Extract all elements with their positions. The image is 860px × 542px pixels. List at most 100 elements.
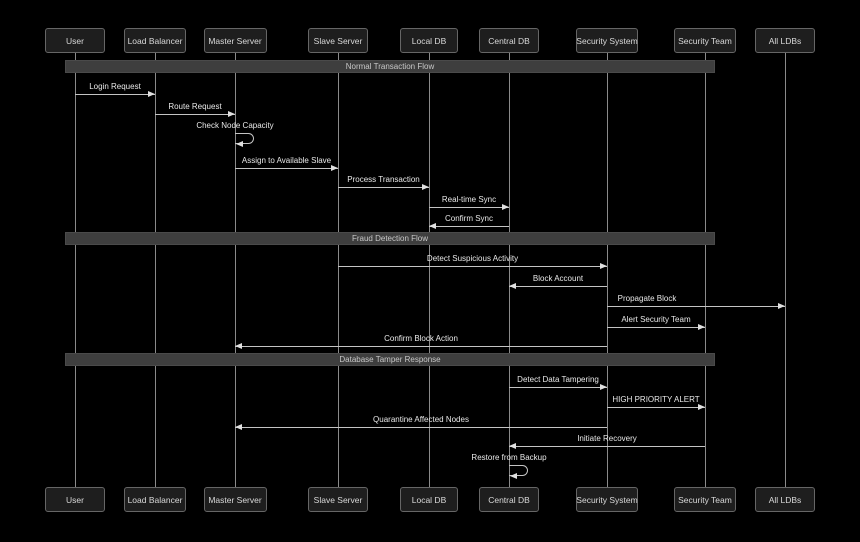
message-line-confirm-sync	[429, 226, 509, 227]
message-label-assign-to-available-slave: Assign to Available Slave	[241, 156, 332, 165]
participant-box-bottom-security-team: Security Team	[674, 487, 736, 512]
section-band-fraud-detection-flow: Fraud Detection Flow	[65, 232, 715, 245]
participant-label: Security System	[576, 35, 638, 46]
message-label-restore-from-backup: Restore from Backup	[471, 453, 547, 462]
arrowhead-icon	[502, 204, 509, 210]
participant-box-bottom-slave-server: Slave Server	[308, 487, 368, 512]
participant-label: User	[66, 35, 84, 46]
message-label-detect-data-tampering: Detect Data Tampering	[517, 375, 599, 384]
section-label: Fraud Detection Flow	[351, 234, 429, 243]
section-label: Normal Transaction Flow	[345, 62, 435, 71]
participant-label: Load Balancer	[127, 494, 183, 505]
participant-label: Central DB	[488, 35, 530, 46]
arrowhead-icon	[698, 324, 705, 330]
self-message-loop-restore-from-backup	[509, 465, 528, 476]
arrowhead-icon	[228, 111, 235, 117]
participant-label: Master Server	[208, 494, 262, 505]
lifeline-all-ldbs	[785, 53, 786, 488]
arrowhead-icon	[235, 343, 242, 349]
message-label-check-node-capacity: Check Node Capacity	[196, 121, 274, 130]
participant-label: All LDBs	[768, 494, 802, 505]
arrowhead-icon	[148, 91, 155, 97]
message-label-detect-suspicious-activity: Detect Suspicious Activity	[426, 254, 519, 263]
message-label-alert-security-team: Alert Security Team	[621, 315, 691, 324]
message-line-initiate-recovery	[509, 446, 705, 447]
message-label-initiate-recovery: Initiate Recovery	[577, 434, 637, 443]
lifeline-user	[75, 53, 76, 488]
participant-box-bottom-central-db: Central DB	[479, 487, 539, 512]
message-line-login-request	[75, 94, 155, 95]
participant-box-bottom-all-ldbs: All LDBs	[755, 487, 815, 512]
message-line-process-transaction	[338, 187, 429, 188]
message-label-high-priority-alert: HIGH PRIORITY ALERT	[612, 395, 700, 404]
arrowhead-icon	[509, 283, 516, 289]
lifeline-slave-server	[338, 53, 339, 488]
section-band-database-tamper-response: Database Tamper Response	[65, 353, 715, 366]
message-line-confirm-block-action	[235, 346, 607, 347]
message-label-process-transaction: Process Transaction	[347, 175, 420, 184]
arrowhead-icon	[509, 443, 516, 449]
message-label-confirm-block-action: Confirm Block Action	[384, 334, 458, 343]
participant-box-bottom-load-balancer: Load Balancer	[124, 487, 186, 512]
participant-label: Security Team	[678, 494, 732, 505]
participant-box-bottom-local-db: Local DB	[400, 487, 458, 512]
lifeline-central-db	[509, 53, 510, 488]
arrowhead-icon	[236, 141, 243, 147]
message-label-propagate-block: Propagate Block	[617, 294, 677, 303]
participant-box-bottom-user: User	[45, 487, 105, 512]
participant-box-bottom-security-system: Security System	[576, 487, 638, 512]
message-label-confirm-sync: Confirm Sync	[444, 214, 494, 223]
arrowhead-icon	[422, 184, 429, 190]
participant-box-top-security-team: Security Team	[674, 28, 736, 53]
message-line-propagate-block	[607, 306, 785, 307]
self-message-loop-check-node-capacity	[235, 133, 254, 144]
participant-label: Security Team	[678, 35, 732, 46]
message-line-alert-security-team	[607, 327, 705, 328]
lifeline-security-team	[705, 53, 706, 488]
message-line-route-request	[155, 114, 235, 115]
section-band-normal-transaction-flow: Normal Transaction Flow	[65, 60, 715, 73]
message-label-route-request: Route Request	[168, 102, 222, 111]
section-label: Database Tamper Response	[339, 355, 441, 364]
participant-label: User	[66, 494, 84, 505]
message-label-block-account: Block Account	[532, 274, 584, 283]
message-line-block-account	[509, 286, 607, 287]
participant-label: Slave Server	[313, 35, 363, 46]
participant-box-top-load-balancer: Load Balancer	[124, 28, 186, 53]
participant-label: Central DB	[488, 494, 530, 505]
participant-box-bottom-master-server: Master Server	[203, 487, 267, 512]
arrowhead-icon	[698, 404, 705, 410]
arrowhead-icon	[600, 263, 607, 269]
message-line-real-time-sync	[429, 207, 509, 208]
participant-box-top-local-db: Local DB	[400, 28, 458, 53]
participant-box-top-all-ldbs: All LDBs	[755, 28, 815, 53]
participant-box-top-user: User	[45, 28, 105, 53]
participant-box-top-slave-server: Slave Server	[308, 28, 368, 53]
participant-label: Slave Server	[313, 494, 363, 505]
message-line-assign-to-available-slave	[235, 168, 338, 169]
message-line-high-priority-alert	[607, 407, 705, 408]
participant-box-top-central-db: Central DB	[479, 28, 539, 53]
arrowhead-icon	[510, 473, 517, 479]
participant-label: Security System	[576, 494, 638, 505]
participant-label: Load Balancer	[127, 35, 183, 46]
lifeline-master-server	[235, 53, 236, 488]
message-line-detect-data-tampering	[509, 387, 607, 388]
arrowhead-icon	[331, 165, 338, 171]
participant-label: Local DB	[411, 494, 447, 505]
message-label-login-request: Login Request	[89, 82, 141, 91]
arrowhead-icon	[778, 303, 785, 309]
arrowhead-icon	[600, 384, 607, 390]
lifeline-local-db	[429, 53, 430, 488]
message-label-real-time-sync: Real-time Sync	[441, 195, 497, 204]
arrowhead-icon	[235, 424, 242, 430]
lifeline-load-balancer	[155, 53, 156, 488]
message-label-quarantine-affected-nodes: Quarantine Affected Nodes	[373, 415, 469, 424]
participant-label: Local DB	[411, 35, 447, 46]
message-line-quarantine-affected-nodes	[235, 427, 607, 428]
participant-box-top-master-server: Master Server	[203, 28, 267, 53]
lifeline-security-system	[607, 53, 608, 488]
participant-label: Master Server	[208, 35, 262, 46]
participant-label: All LDBs	[768, 35, 802, 46]
